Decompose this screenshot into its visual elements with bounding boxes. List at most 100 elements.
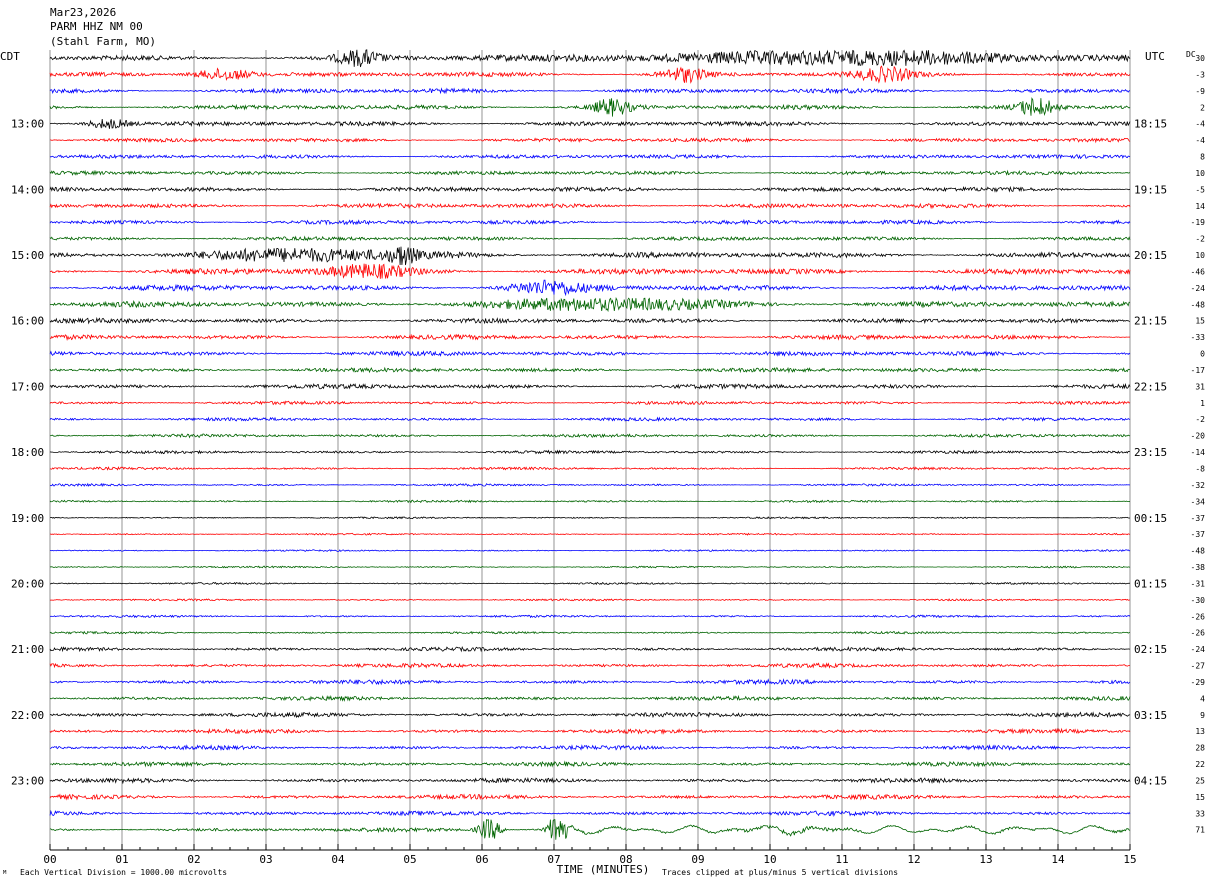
trace-line-19 [49,366,1131,374]
x-tick-label: 00 [43,853,56,866]
utc-hour-labels: 18:15 19:15 20:15 21:15 22:15 23:15 00:15 01:15… [1134,118,1167,788]
utc-hour-label: 03:15 [1134,709,1167,722]
seismic-traces [49,49,1131,840]
cdt-hour-labels: 13:00 14:00 15:00 16:00 17:00 18:00 19:00 20:00… [11,118,44,788]
x-tick-label: 15 [1123,853,1136,866]
trace-line-36 [49,646,1131,653]
trace-line-26 [49,482,1131,488]
trace-line-24 [49,449,1130,455]
dc-offset-value: -9 [1195,87,1205,96]
trace-line-32 [50,581,1131,586]
dc-offset-value: -20 [1191,432,1206,441]
dc-offset-value: -37 [1191,514,1206,523]
cdt-hour-label: 15:00 [11,249,44,262]
dc-offset-value: -14 [1191,448,1206,457]
trace-line-2 [49,87,1131,95]
trace-line-15 [49,297,1131,313]
scale-note: Each Vertical Division = 1000.00 microvo… [20,868,227,877]
utc-hour-label: 21:15 [1134,315,1167,328]
dc-offset-value: 15 [1195,317,1205,326]
x-tick-label: 04 [331,853,345,866]
dc-offset-value: 10 [1195,169,1205,178]
x-tick-label: 13 [979,853,992,866]
trace-line-7 [49,169,1131,176]
trace-line-9 [49,202,1131,210]
x-tick-label: 08 [619,853,632,866]
trace-line-30 [49,549,1131,553]
x-tick-label: 10 [763,853,776,866]
trace-line-0 [49,49,1131,68]
dc-offset-value: -2 [1195,235,1205,244]
trace-line-39 [49,694,1131,702]
trace-line-18 [49,350,1131,358]
trace-line-21 [49,400,1131,406]
trace-line-33 [49,598,1130,602]
x-tick-label: 11 [835,853,848,866]
utc-hour-label: 01:15 [1134,577,1167,590]
dc-offset-value: 25 [1195,776,1205,785]
header-date: Mar23,2026 [50,6,116,19]
utc-hour-label: 22:15 [1134,380,1167,393]
trace-line-8 [49,185,1131,193]
x-tick-label: 06 [475,853,488,866]
trace-line-31 [49,565,1131,569]
dc-offset-value: 22 [1195,760,1205,769]
minute-tick-labels: 00 01 02 03 04 05 06 07 08 09 10 11 12 13 14 15 [43,853,1136,866]
trace-line-28 [49,516,1131,520]
trace-line-44 [49,777,1131,785]
x-tick-label: 03 [259,853,272,866]
dc-offset-value: -46 [1191,267,1206,276]
trace-line-14 [49,279,1131,297]
scale-mark: ᴹ [2,870,7,880]
dc-offset-value: -24 [1191,284,1206,293]
dc-offset-value: 31 [1195,382,1205,391]
utc-hour-label: 23:15 [1134,446,1167,459]
trace-line-35 [49,630,1131,635]
x-tick-label: 05 [403,853,416,866]
header-location: (Stahl Farm, MO) [50,35,156,48]
trace-line-46 [49,809,1131,817]
trace-line-4 [49,119,1131,129]
utc-axis-label: UTC [1145,50,1165,63]
dc-offset-value: 33 [1195,809,1205,818]
trace-line-3 [49,97,1131,117]
utc-hour-label: 04:15 [1134,774,1167,787]
cdt-hour-label: 16:00 [11,315,44,328]
dc-offset-value: -27 [1191,662,1206,671]
dc-offset-value: -29 [1191,678,1206,687]
cdt-hour-label: 17:00 [11,380,44,393]
trace-line-34 [49,614,1131,619]
trace-line-40 [49,711,1131,719]
dc-offset-value: -24 [1191,645,1206,654]
cdt-hour-label: 18:00 [11,446,44,459]
dc-offset-value: -8 [1195,465,1205,474]
dc-offset-value: 14 [1195,202,1205,211]
dc-offset-value: -26 [1191,629,1206,638]
dc-offset-value: -37 [1191,530,1206,539]
x-tick-label: 02 [187,853,200,866]
dc-offset-value: 15 [1195,793,1205,802]
trace-line-25 [49,466,1131,471]
dc-offset-value: 1 [1200,399,1205,408]
x-tick-label: 07 [547,853,560,866]
x-tick-label: 12 [907,853,920,866]
dc-offset-value: 8 [1200,153,1205,162]
dc-offset-value: 10 [1195,251,1205,260]
header-station: PARM HHZ NM 00 [50,20,143,33]
x-tick-label: 09 [691,853,704,866]
dc-offset-value: -26 [1191,612,1206,621]
utc-hour-label: 00:15 [1134,512,1167,525]
dc-offset-value: 13 [1195,727,1205,736]
cdt-hour-label: 19:00 [11,512,44,525]
dc-label: DC [1186,50,1196,59]
header: Mar23,2026 PARM HHZ NM 00 (Stahl Farm, M… [50,6,156,48]
trace-line-16 [49,316,1131,325]
trace-line-10 [49,218,1131,226]
dc-offset-value: 4 [1200,694,1205,703]
dc-offset-labels: 30-3-92-4-4810-514-19-210-46-24-4815-330… [1191,54,1206,835]
cdt-hour-label: 14:00 [11,183,44,196]
trace-line-45 [49,793,1131,801]
dc-offset-value: -32 [1191,481,1206,490]
trace-line-20 [49,382,1131,391]
